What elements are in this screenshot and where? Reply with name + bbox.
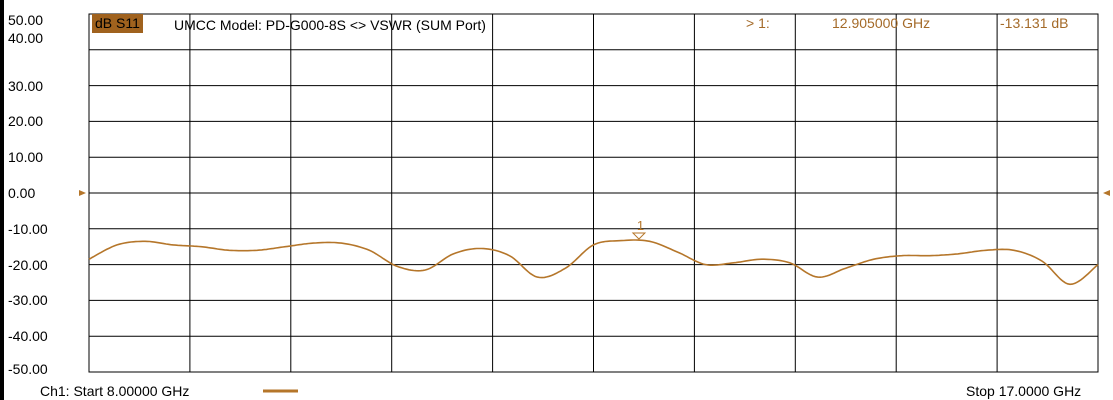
- y-tick-label: -40.00: [8, 328, 48, 345]
- y-tick-label: 40.00: [8, 30, 44, 46]
- stop-frequency-label: Stop 17.0000 GHz: [966, 383, 1082, 399]
- y-tick-label: 20.00: [8, 113, 44, 130]
- s11-trace: [88, 239, 1099, 286]
- marker-index: > 1:: [746, 15, 770, 31]
- y-tick-label: 10.00: [8, 149, 44, 166]
- marker-triangle: [631, 232, 647, 240]
- trace-format-badge[interactable]: dB S11: [92, 14, 143, 33]
- marker-frequency: 12.905000 GHz: [832, 15, 931, 31]
- reference-level-marker-left: [79, 190, 86, 196]
- y-tick-label: -10.00: [8, 220, 48, 237]
- y-tick-label: -20.00: [8, 256, 48, 273]
- start-frequency-label: Ch1: Start 8.00000 GHz: [40, 383, 190, 399]
- trace-title: UMCC Model: PD-G000-8S <> VSWR (SUM Port…: [174, 17, 486, 33]
- y-tick-label: 0.00: [8, 185, 36, 201]
- reference-markers: [79, 190, 1110, 196]
- y-tick-label: -50.00: [8, 361, 48, 377]
- reference-level-marker-right: [1103, 190, 1110, 196]
- y-tick-label: -30.00: [8, 292, 48, 309]
- y-tick-label: 30.00: [8, 77, 44, 94]
- y-tick-label: 50.00: [8, 12, 44, 28]
- marker-layer: 1: [631, 218, 647, 240]
- marker-label: 1: [637, 218, 644, 233]
- marker-value: -13.131 dB: [1000, 15, 1069, 31]
- screen-border: [0, 0, 4, 400]
- grid: [88, 13, 1099, 373]
